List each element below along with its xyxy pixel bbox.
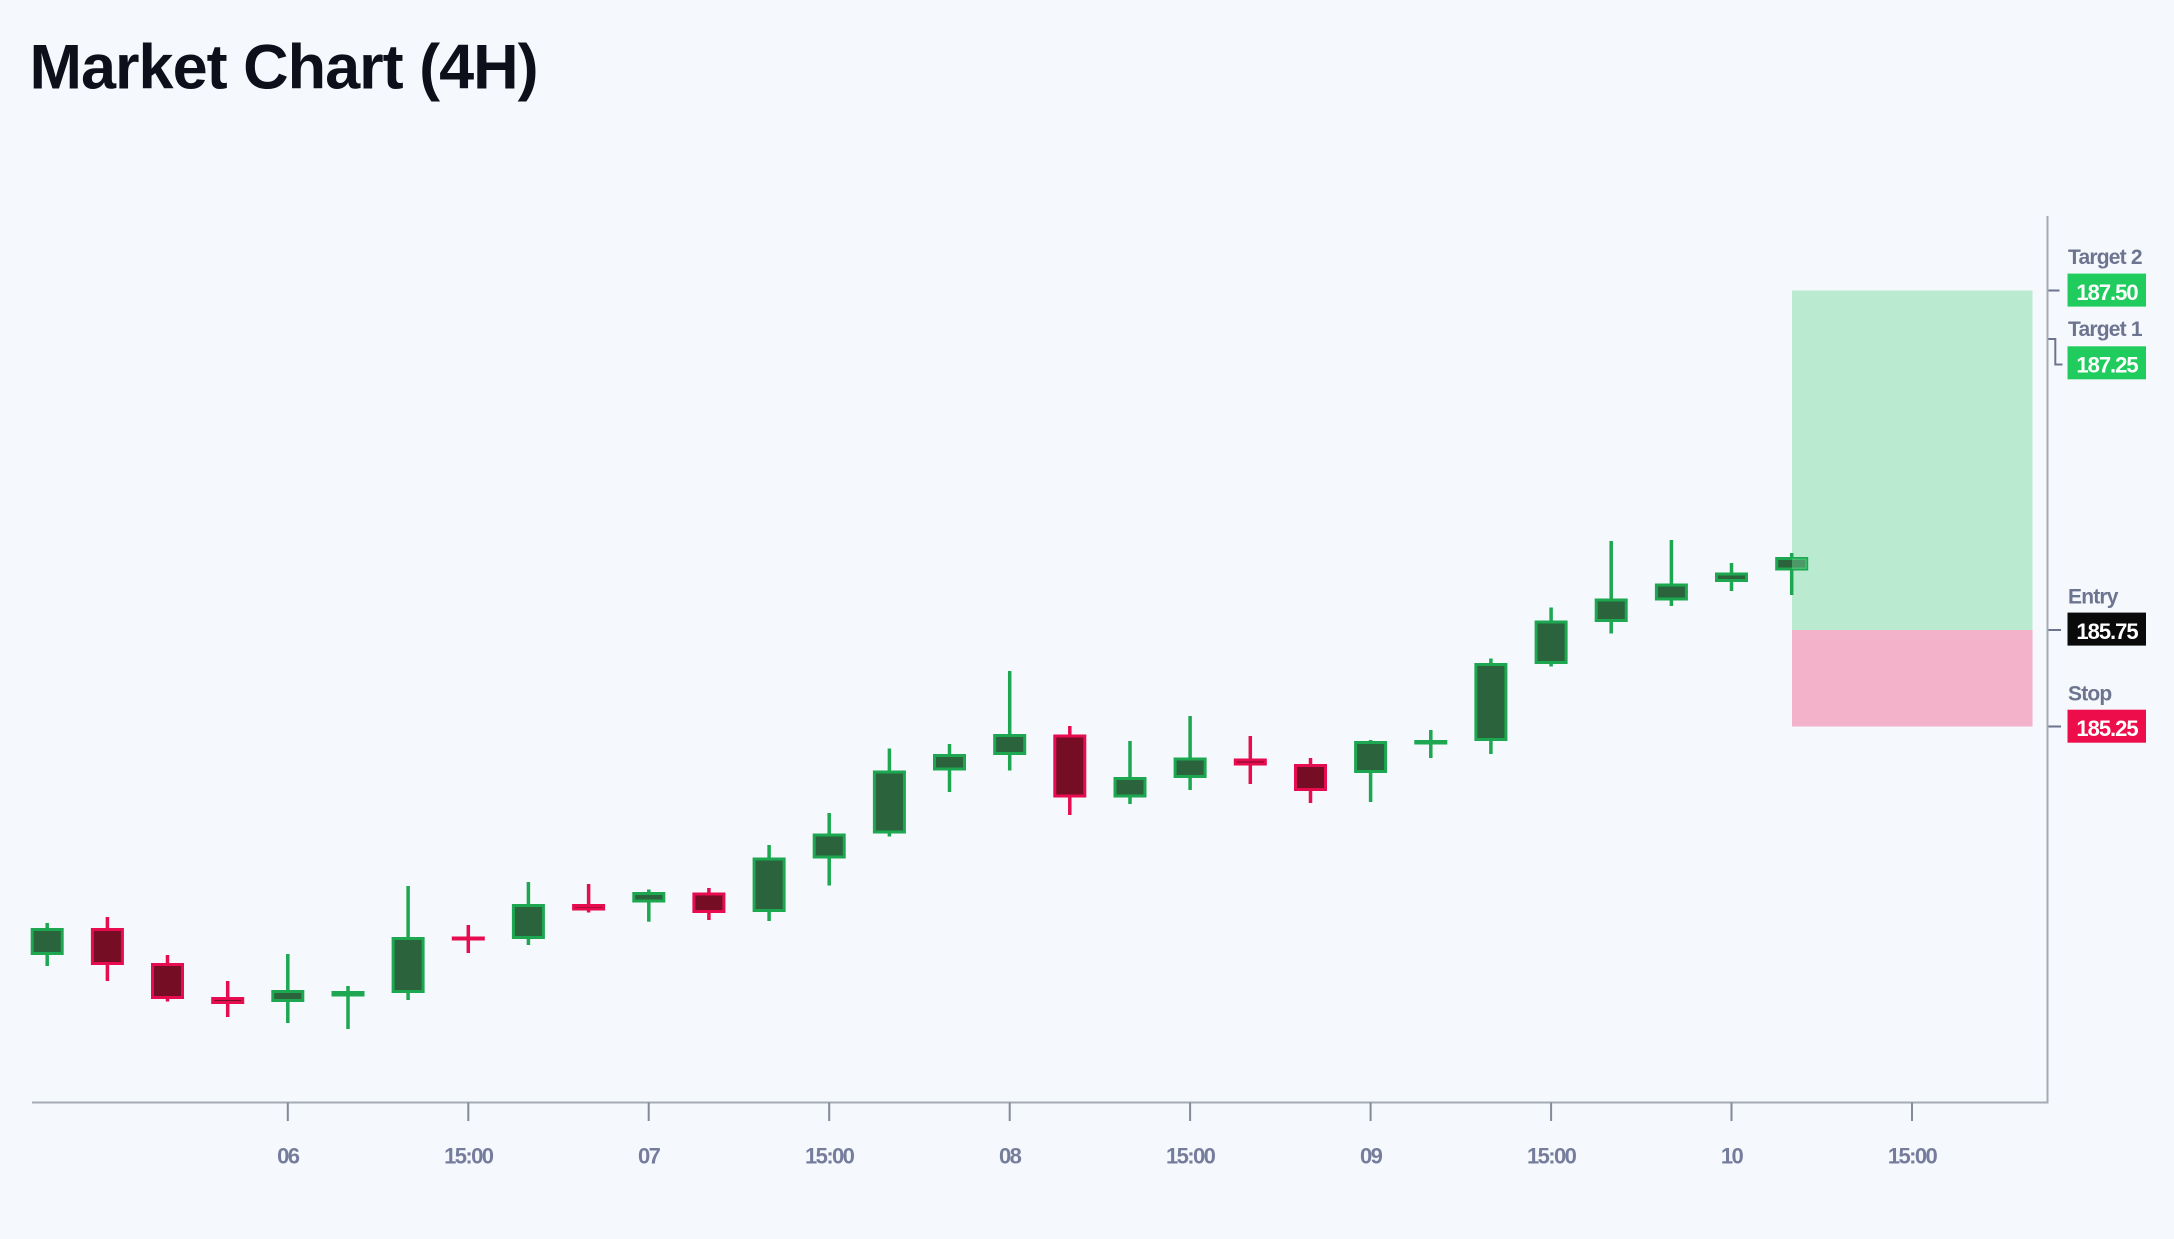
svg-text:10: 10	[1721, 1144, 1744, 1169]
svg-text:Target 2: Target 2	[2068, 246, 2142, 269]
svg-text:15:00: 15:00	[1166, 1144, 1216, 1169]
svg-text:15:00: 15:00	[444, 1144, 494, 1169]
svg-text:09: 09	[1360, 1144, 1383, 1169]
svg-text:15:00: 15:00	[1527, 1144, 1577, 1169]
svg-text:Target 1: Target 1	[2068, 318, 2143, 341]
svg-text:187.50: 187.50	[2076, 280, 2138, 305]
svg-text:187.25: 187.25	[2076, 353, 2138, 378]
svg-text:Entry: Entry	[2068, 585, 2119, 608]
svg-text:06: 06	[277, 1144, 300, 1169]
svg-text:185.75: 185.75	[2076, 619, 2138, 644]
svg-text:Stop: Stop	[2068, 682, 2111, 705]
svg-text:15:00: 15:00	[805, 1144, 855, 1169]
svg-text:15:00: 15:00	[1888, 1144, 1938, 1169]
svg-text:08: 08	[999, 1144, 1022, 1169]
svg-text:Market Chart (4H): Market Chart (4H)	[30, 33, 538, 103]
svg-text:07: 07	[638, 1144, 661, 1169]
svg-text:185.25: 185.25	[2076, 716, 2138, 741]
